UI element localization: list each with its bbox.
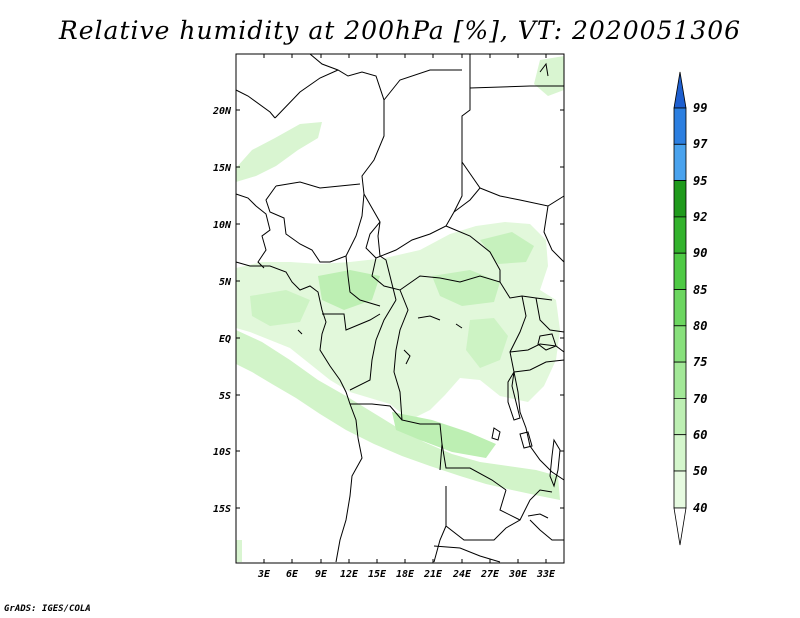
colorbar-segment xyxy=(673,252,687,290)
lat-label: 15S xyxy=(213,504,231,515)
lat-label: 10S xyxy=(213,447,231,458)
colorbar-label: 90 xyxy=(693,246,707,260)
colorbar-segment xyxy=(673,361,687,399)
lon-label: 33E xyxy=(536,569,556,580)
lon-label: 9E xyxy=(315,569,328,580)
lat-label: 5S xyxy=(219,391,231,402)
colorbar-label: 99 xyxy=(693,101,707,115)
colorbar-label: 95 xyxy=(693,174,707,188)
colorbar-segment xyxy=(673,289,687,327)
lat-label: 15N xyxy=(213,163,232,174)
lat-label: EQ xyxy=(219,334,231,345)
lon-label: 6E xyxy=(286,569,299,580)
country-borders xyxy=(235,53,565,563)
colorbar-label: 50 xyxy=(693,464,707,478)
lon-label: 21E xyxy=(423,569,443,580)
latitude-labels: 20N 15N 10N 5N EQ 5S 10S 15S xyxy=(212,106,232,515)
colorbar-segment xyxy=(673,107,687,145)
colorbar-label: 92 xyxy=(693,210,707,224)
lat-label: 20N xyxy=(212,106,232,117)
colorbar-segment xyxy=(673,470,687,509)
colorbar-segment xyxy=(673,180,687,218)
lon-label: 18E xyxy=(396,569,415,580)
colorbar-label: 85 xyxy=(693,283,707,297)
map-frame xyxy=(235,53,565,564)
colorbar-top-arrow xyxy=(673,71,687,109)
colorbar-segment xyxy=(673,434,687,472)
humidity-shading xyxy=(236,56,564,562)
lon-label: 3E xyxy=(257,569,271,580)
lon-label: 27E xyxy=(480,569,500,580)
colorbar xyxy=(673,71,687,546)
lon-label: 15E xyxy=(368,569,387,580)
colorbar-segment xyxy=(673,216,687,254)
longitude-labels: 3E 6E 9E 12E 15E 18E 21E 24E 27E 30E 33E xyxy=(257,569,556,580)
colorbar-label: 40 xyxy=(693,501,707,515)
colorbar-label: 80 xyxy=(693,319,707,333)
colorbar-label: 60 xyxy=(693,428,707,442)
lon-label: 24E xyxy=(452,569,472,580)
colorbar-segment xyxy=(673,397,687,436)
colorbar-labels: 99 97 95 92 90 85 80 75 70 60 50 40 xyxy=(693,101,708,515)
axis-ticks xyxy=(236,54,564,563)
colorbar-label: 70 xyxy=(693,392,707,406)
lat-label: 5N xyxy=(219,277,232,288)
lon-label: 12E xyxy=(340,569,359,580)
lon-label: 30E xyxy=(508,569,528,580)
lat-label: 10N xyxy=(213,220,232,231)
map-title: Relative humidity at 200hPa [%], VT: 202… xyxy=(58,16,742,45)
colorbar-segment xyxy=(673,325,687,363)
colorbar-label: 75 xyxy=(693,355,707,369)
grads-credit: GrADS: IGES/COLA xyxy=(4,604,91,614)
colorbar-label: 97 xyxy=(693,137,708,151)
colorbar-segment xyxy=(673,143,687,182)
colorbar-bottom-arrow xyxy=(673,507,687,546)
